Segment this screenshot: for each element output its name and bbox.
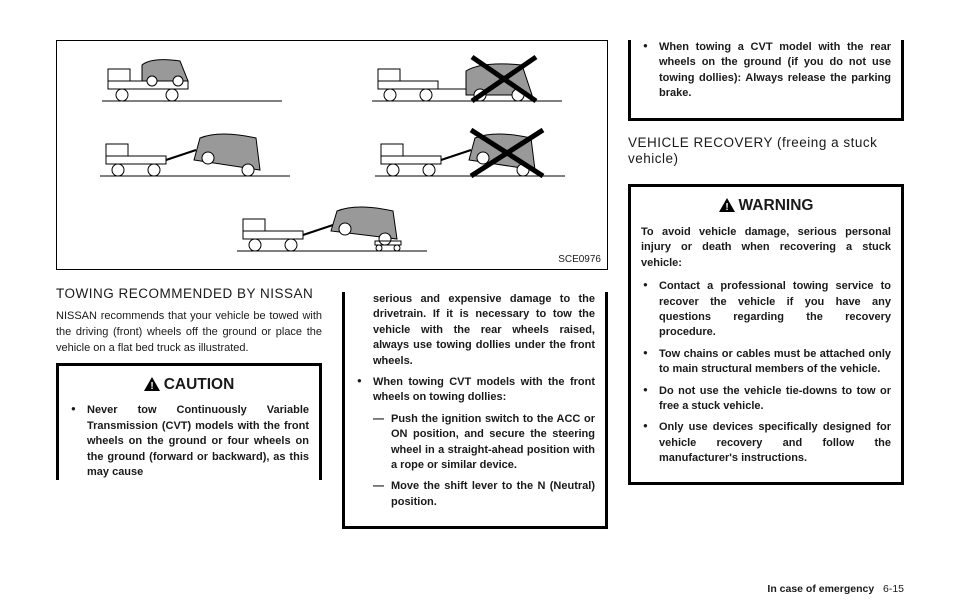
caution-item-3: When towing a CVT model with the rear wh… [641, 40, 891, 102]
caution-box-right-continued: When towing a CVT model with the rear wh… [628, 40, 904, 121]
caution-item-2: When towing CVT models with the front wh… [355, 375, 595, 510]
warning-item-3: Do not use the vehicle tie-downs to tow … [641, 384, 891, 415]
warning-item-2: Tow chains or cables must be attached on… [641, 347, 891, 378]
vehicle-recovery-heading: VEHICLE RECOVERY (freeing a stuck vehicl… [628, 135, 904, 169]
svg-text:!: ! [150, 381, 153, 391]
towing-heading: TOWING RECOMMENDED BY NISSAN [56, 286, 322, 303]
warning-item-1: Contact a professional towing service to… [641, 279, 891, 341]
figure-area: SCE0976 [56, 40, 608, 278]
rear-lift-dolly-correct-icon [237, 201, 427, 257]
warning-heading: ! WARNING [641, 195, 891, 219]
svg-text:!: ! [725, 202, 728, 212]
caution-heading: ! CAUTION [69, 374, 309, 398]
warning-lead: To avoid vehicle damage, serious persona… [641, 225, 891, 271]
column-2: serious and expensive damage to the driv… [342, 286, 608, 529]
rear-lift-incorrect-icon [375, 126, 565, 182]
page-columns: SCE0976 TOWING RECOMMENDED BY NISSAN NIS… [56, 40, 904, 560]
figure-code: SCE0976 [558, 254, 601, 265]
footer-section: In case of emergency [767, 583, 874, 595]
page-footer: In case of emergency 6-15 [767, 583, 904, 595]
lower-two-cols: TOWING RECOMMENDED BY NISSAN NISSAN reco… [56, 286, 608, 529]
flatbed-correct-icon [102, 51, 282, 107]
warning-item-4: Only use devices specifically designed f… [641, 420, 891, 466]
caution-item-2-lead: When towing CVT models with the front wh… [373, 376, 595, 403]
warning-box: ! WARNING To avoid vehicle damage, serio… [628, 184, 904, 485]
caution-sub-1: Push the ignition switch to the ACC or O… [373, 412, 595, 474]
flat-tow-incorrect-icon [372, 51, 562, 107]
caution-label: CAUTION [164, 376, 235, 393]
caution-box: ! CAUTION Never tow Continuously Variabl… [56, 363, 322, 481]
warning-label: WARNING [739, 197, 814, 214]
footer-page: 6-15 [883, 583, 904, 595]
caution-triangle-icon: ! [144, 376, 160, 398]
column-1: TOWING RECOMMENDED BY NISSAN NISSAN reco… [56, 286, 322, 529]
column-3: When towing a CVT model with the rear wh… [628, 40, 904, 560]
caution-sub-2: Move the shift lever to the N (Neutral) … [373, 479, 595, 510]
caution-item-1: Never tow Continuously Variable Transmis… [69, 403, 309, 480]
front-lift-correct-icon [100, 126, 290, 182]
caution-cont-paragraph: serious and expensive damage to the driv… [355, 292, 595, 369]
towing-illustration: SCE0976 [56, 40, 608, 270]
warning-triangle-icon: ! [719, 197, 735, 219]
caution-box-continued: serious and expensive damage to the driv… [342, 292, 608, 529]
towing-paragraph: NISSAN recommends that your vehicle be t… [56, 309, 322, 357]
left-two-columns: SCE0976 TOWING RECOMMENDED BY NISSAN NIS… [56, 40, 608, 560]
